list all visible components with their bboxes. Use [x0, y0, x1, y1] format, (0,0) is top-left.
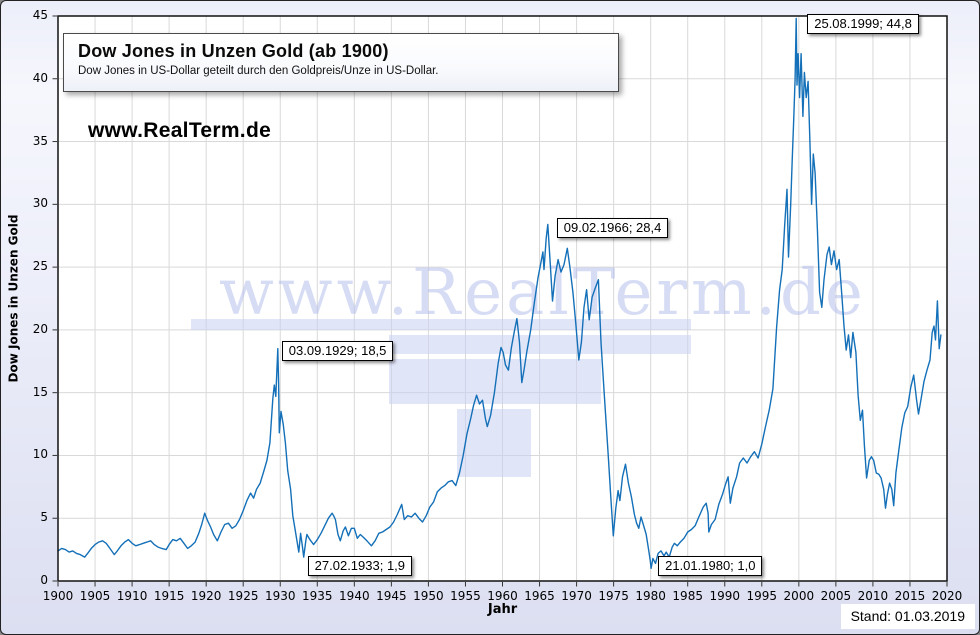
watermark-block [457, 409, 531, 477]
x-tick-label: 1980 [635, 589, 666, 603]
y-tick-label: 35 [32, 133, 48, 148]
y-axis-title: Dow Jones in Unzen Gold [6, 214, 21, 383]
data-point-annotation: 09.02.1966; 28,4 [556, 218, 669, 239]
x-tick-label: 1950 [413, 589, 444, 603]
x-tick-label: 1985 [672, 589, 703, 603]
x-tick-label: 1990 [709, 589, 741, 603]
x-tick-label: 1970 [561, 589, 592, 603]
watermark-block [389, 359, 601, 404]
x-tick-label: 1900 [42, 589, 74, 603]
stand-date-label: Stand: 01.03.2019 [840, 604, 975, 629]
x-tick-label: 1995 [746, 589, 778, 603]
data-point-annotation: 25.08.1999; 44,8 [807, 13, 919, 34]
data-point-annotation: 27.02.1933; 1,9 [307, 556, 413, 577]
plot-frame [57, 15, 948, 582]
chart-title: Dow Jones in Unzen Gold (ab 1900) [78, 41, 389, 61]
x-tick-label: 2015 [894, 589, 926, 603]
x-tick-label: 1940 [339, 589, 370, 603]
x-tick-label: 2000 [783, 589, 815, 603]
chart-subtitle: Dow Jones in US-Dollar geteilt durch den… [78, 65, 439, 77]
y-tick-label: 20 [32, 321, 48, 336]
y-tick-label: 5 [40, 510, 48, 525]
x-tick-label: 1915 [153, 589, 185, 603]
x-tick-label: 1910 [116, 589, 148, 603]
y-tick-label: 45 [32, 8, 48, 22]
chart-title-box: Dow Jones in Unzen Gold (ab 1900) Dow Jo… [63, 33, 619, 92]
x-tick-label: 1905 [79, 589, 111, 603]
y-tick-label: 15 [32, 384, 48, 399]
watermark-block [389, 335, 691, 354]
y-tick-label: 25 [32, 259, 48, 274]
y-tick-label: 40 [32, 70, 48, 85]
y-tick-label: 0 [40, 573, 48, 587]
x-tick-label: 1925 [227, 589, 259, 603]
y-tick-label: 10 [32, 447, 48, 462]
realterm-watermark-bold: www.RealTerm.de [88, 119, 272, 142]
x-axis-title: Jahr [487, 602, 518, 617]
x-tick-label: 1960 [487, 589, 518, 603]
x-tick-label: 1965 [524, 589, 555, 603]
x-tick-label: 1920 [190, 589, 222, 603]
x-tick-label: 1945 [376, 589, 407, 603]
x-tick-label: 1930 [264, 589, 296, 603]
realterm-watermark-light: www.RealTerm.de [219, 256, 867, 330]
y-tick-label: 30 [32, 196, 48, 211]
x-tick-label: 1975 [598, 589, 629, 603]
watermark-block [191, 319, 691, 330]
data-line [57, 17, 942, 570]
x-tick-label: 1935 [302, 589, 333, 603]
data-point-annotation: 03.09.1929; 18,5 [281, 340, 394, 361]
x-tick-label: 1955 [450, 589, 481, 603]
data-point-annotation: 21.01.1980; 1,0 [658, 556, 763, 577]
x-tick-label: 2010 [857, 589, 889, 603]
x-tick-label: 2005 [820, 589, 852, 603]
x-tick-label: 2020 [931, 589, 963, 603]
